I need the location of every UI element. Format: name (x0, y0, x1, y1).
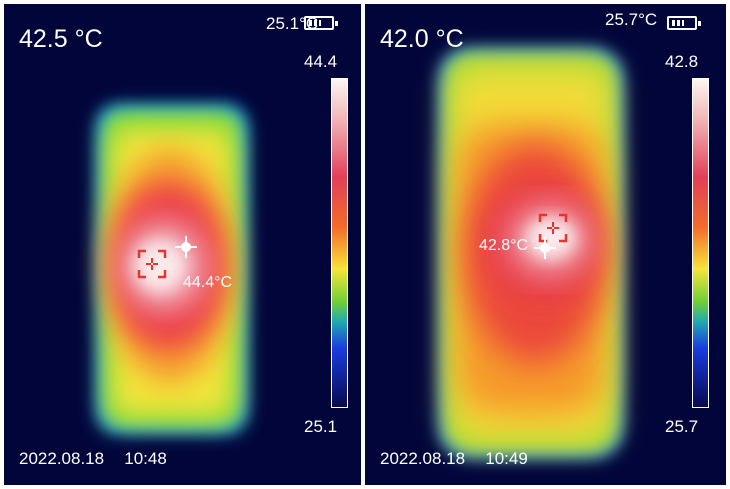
scale-max-value: 42.8 (665, 52, 699, 71)
scale-max-value: 44.4 (304, 52, 338, 71)
timestamp: 2022.08.18 10:49 (380, 449, 528, 469)
battery-icon (304, 16, 338, 30)
ambient-temperature: 25.7°C (605, 10, 658, 29)
target-reticle-icon (137, 249, 167, 279)
center-temperature: 42.5 °C (19, 25, 103, 53)
battery-icon (667, 16, 701, 30)
scale-min-value: 25.7 (665, 417, 699, 436)
time: 10:49 (485, 449, 528, 468)
thermal-panel-right: 42.0 °C 25.7°C 42.8 25.7 42.8°C 2022.08.… (365, 4, 726, 485)
color-scale-bar (331, 78, 348, 408)
time: 10:48 (124, 449, 167, 468)
color-scale-bar (692, 78, 709, 408)
hotspot-temperature: 42.8°C (479, 237, 529, 254)
crosshair-icon (175, 236, 197, 258)
center-temperature: 42.0 °C (380, 25, 464, 53)
crosshair-icon (534, 237, 556, 259)
thermal-image-left (96, 104, 248, 434)
date: 2022.08.18 (380, 449, 466, 468)
timestamp: 2022.08.18 10:48 (19, 449, 167, 469)
target-reticle-icon (538, 213, 568, 243)
date: 2022.08.18 (19, 449, 105, 468)
scale-min-value: 25.1 (304, 417, 338, 436)
thermal-panel-left: 42.5 °C 25.1°C 44.4 25.1 44.4°C 2022.08.… (4, 4, 361, 485)
hotspot-temperature: 44.4°C (183, 274, 233, 291)
